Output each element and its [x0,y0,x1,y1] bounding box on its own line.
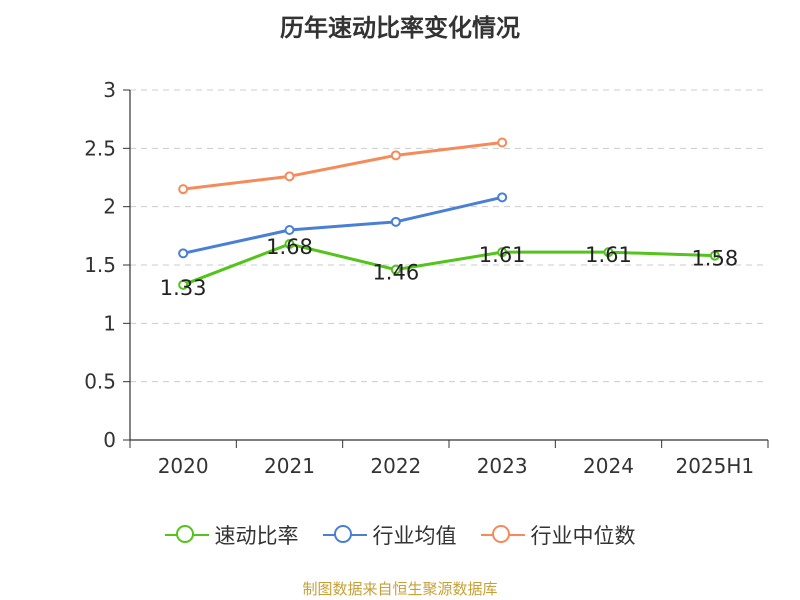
data-label: 1.61 [585,243,632,267]
data-point [178,184,189,195]
data-point [709,250,720,261]
data-point [284,225,295,235]
data-point [390,264,401,275]
y-tick-label: 1.5 [84,253,116,277]
data-point [603,247,614,258]
legend-label: 速动比率 [214,524,299,548]
data-point [497,192,508,203]
series-layer [178,137,720,290]
series-line [182,195,503,255]
legend-swatch-icon [164,525,209,545]
legend-item-industry-median[interactable]: 行业中位数 [480,520,636,550]
data-label: 1.33 [160,276,207,300]
series-line [182,242,715,287]
y-tick-label: 2 [103,195,116,219]
y-tick-label: 2.5 [84,136,116,160]
data-point [284,171,295,182]
x-tick-label: 2024 [583,454,634,478]
data-label: 1.46 [372,261,419,285]
x-tick-label: 2022 [370,454,421,478]
y-tick-label: 1 [103,311,116,335]
legend-swatch-icon [322,525,367,545]
y-tick-label: 0 [103,428,116,452]
legend: 速动比率 行业均值 行业中位数 [0,520,800,550]
axis-layer: 0 0.5 1 1.5 2 2.5 3 2020 2021 2022 2023 2024 2025H1 [84,78,769,478]
legend-label: 行业均值 [372,524,457,548]
data-point [497,137,508,148]
data-label: 1.61 [479,243,526,267]
data-label: 1.58 [691,247,738,271]
source-note: 制图数据来自恒生聚源数据库 [302,580,498,598]
legend-item-industry-mean[interactable]: 行业均值 [322,520,457,550]
legend-swatch-icon [480,525,525,545]
data-point [284,239,295,249]
data-label: 1.68 [266,235,313,259]
legend-label: 行业中位数 [530,524,636,548]
data-point [178,248,189,259]
y-tick-label: 0.5 [84,370,116,394]
legend-item-quick-ratio[interactable]: 速动比率 [164,520,299,550]
x-tick-label: 2023 [477,454,528,478]
x-tick-label: 2021 [264,454,315,478]
data-point [178,279,189,290]
y-tick-label: 3 [103,78,116,102]
x-tick-label: 2025H1 [675,454,754,478]
chart-title: 历年速动比率变化情况 [280,14,520,42]
x-tick-label: 2020 [158,454,209,478]
data-label-layer: 1.33 1.68 1.46 1.61 1.61 1.58 [160,235,738,300]
data-point [497,247,508,258]
data-point [390,216,401,227]
grid-layer [130,89,768,383]
data-point [390,150,401,161]
series-line [182,141,503,191]
